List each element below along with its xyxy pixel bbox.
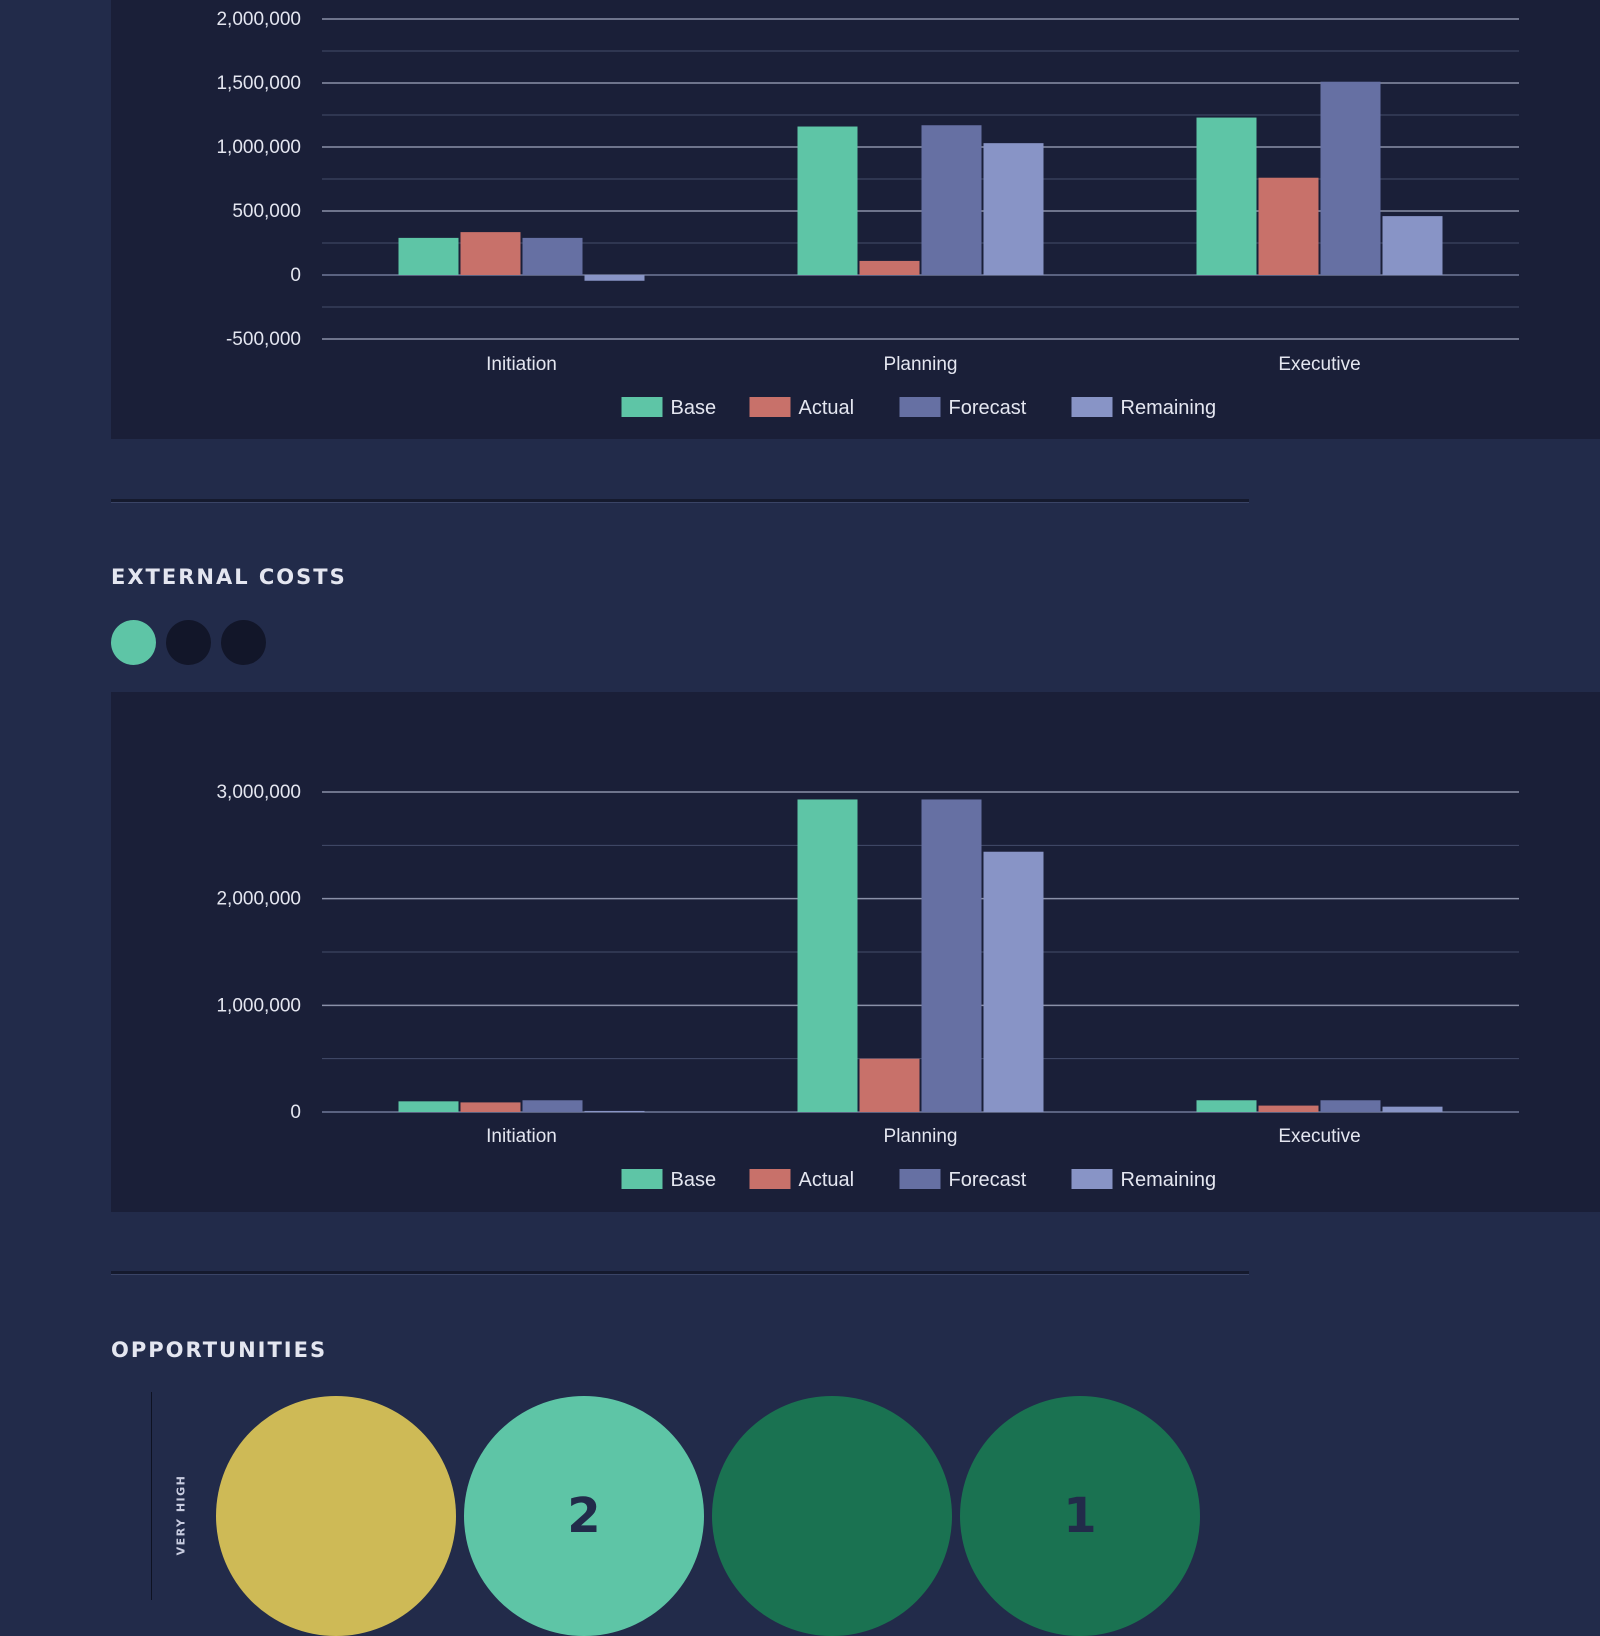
y-tick-label: 500,000 bbox=[232, 201, 301, 222]
x-category-label: Planning bbox=[884, 354, 958, 375]
x-category-label: Initiation bbox=[486, 1126, 557, 1147]
opportunity-count: 1 bbox=[1063, 1488, 1097, 1544]
bar-chart-project-costs: 2,000,000 1,500,000 1,000,000 500,000 0 -500,… bbox=[216, 9, 1519, 419]
legend-label-remaining: Remaining bbox=[1121, 397, 1217, 419]
legend-label-remaining: Remaining bbox=[1121, 1169, 1217, 1191]
legend-label-actual: Actual bbox=[799, 1169, 855, 1191]
opportunity-row-label: VERY HIGH bbox=[174, 1474, 188, 1556]
bar-forecast bbox=[522, 1100, 583, 1112]
y-tick-label: 1,000,000 bbox=[216, 995, 301, 1016]
x-category-label: Initiation bbox=[486, 354, 557, 375]
legend-label-base: Base bbox=[671, 1169, 717, 1191]
bar-forecast bbox=[921, 125, 982, 276]
chart-pager bbox=[111, 620, 266, 665]
opportunity-axis-line bbox=[151, 1392, 152, 1600]
bar-forecast bbox=[522, 237, 583, 275]
opportunity-bubble-1[interactable] bbox=[216, 1396, 456, 1636]
bar-remaining bbox=[1382, 216, 1443, 275]
legend-label-actual: Actual bbox=[799, 397, 855, 419]
x-category-label: Executive bbox=[1278, 1126, 1360, 1147]
bar-remaining bbox=[584, 1110, 645, 1112]
pager-dot-2[interactable] bbox=[166, 620, 211, 665]
bar-remaining bbox=[983, 851, 1044, 1112]
x-category-label: Executive bbox=[1278, 354, 1360, 375]
y-tick-label: 3,000,000 bbox=[216, 782, 301, 803]
legend-swatch-base bbox=[621, 1169, 663, 1189]
opportunity-bubble-3[interactable] bbox=[712, 1396, 952, 1636]
bar-remaining bbox=[1382, 1106, 1443, 1112]
bar-base bbox=[1196, 117, 1257, 275]
legend-swatch-remaining bbox=[1071, 397, 1113, 417]
pager-dot-1[interactable] bbox=[111, 620, 156, 665]
y-tick-label: 1,500,000 bbox=[216, 73, 301, 94]
bar-base bbox=[797, 126, 858, 276]
chart-panel-project-costs: 2,000,000 1,500,000 1,000,000 500,000 0 -500,… bbox=[111, 0, 1600, 439]
section-divider bbox=[111, 1271, 1249, 1275]
bar-base bbox=[398, 237, 459, 275]
legend-label-forecast: Forecast bbox=[949, 1169, 1027, 1191]
legend-label-base: Base bbox=[671, 397, 717, 419]
y-tick-label: -500,000 bbox=[226, 329, 301, 350]
legend-swatch-actual bbox=[749, 397, 791, 417]
y-tick-label: 0 bbox=[290, 1102, 301, 1123]
chart-panel-external-costs: 3,000,000 2,000,000 1,000,000 0 Initiation Pl… bbox=[111, 692, 1600, 1212]
section-title-opportunities: OPPORTUNITIES bbox=[111, 1338, 328, 1362]
y-tick-label: 0 bbox=[290, 265, 301, 286]
bar-chart-external-costs: 3,000,000 2,000,000 1,000,000 0 Initiation Pl… bbox=[216, 782, 1519, 1191]
legend-swatch-forecast bbox=[899, 397, 941, 417]
y-tick-label: 2,000,000 bbox=[216, 889, 301, 910]
bar-base bbox=[398, 1101, 459, 1112]
bar-actual bbox=[460, 232, 521, 275]
bar-base bbox=[1196, 1100, 1257, 1112]
bar-forecast bbox=[1320, 81, 1381, 275]
legend-label-forecast: Forecast bbox=[949, 397, 1027, 419]
bar-remaining bbox=[983, 143, 1044, 275]
bar-forecast bbox=[921, 799, 982, 1112]
opportunity-count: 2 bbox=[567, 1488, 601, 1544]
opportunity-bubble-2[interactable]: 2 bbox=[464, 1396, 704, 1636]
bar-remaining bbox=[584, 275, 645, 281]
legend-swatch-base bbox=[621, 397, 663, 417]
bar-actual bbox=[1258, 1105, 1319, 1112]
y-tick-label: 2,000,000 bbox=[216, 9, 301, 30]
section-divider bbox=[111, 499, 1249, 503]
bar-base bbox=[797, 799, 858, 1112]
bar-actual bbox=[1258, 177, 1319, 275]
legend-swatch-forecast bbox=[899, 1169, 941, 1189]
opportunity-bubble-4[interactable]: 1 bbox=[960, 1396, 1200, 1636]
legend-swatch-remaining bbox=[1071, 1169, 1113, 1189]
bar-actual bbox=[859, 260, 920, 275]
pager-dot-3[interactable] bbox=[221, 620, 266, 665]
bar-forecast bbox=[1320, 1100, 1381, 1112]
section-title-external-costs: EXTERNAL COSTS bbox=[111, 565, 347, 589]
bar-actual bbox=[859, 1058, 920, 1112]
bar-actual bbox=[460, 1102, 521, 1112]
y-tick-label: 1,000,000 bbox=[216, 137, 301, 158]
x-category-label: Planning bbox=[884, 1126, 958, 1147]
legend-swatch-actual bbox=[749, 1169, 791, 1189]
